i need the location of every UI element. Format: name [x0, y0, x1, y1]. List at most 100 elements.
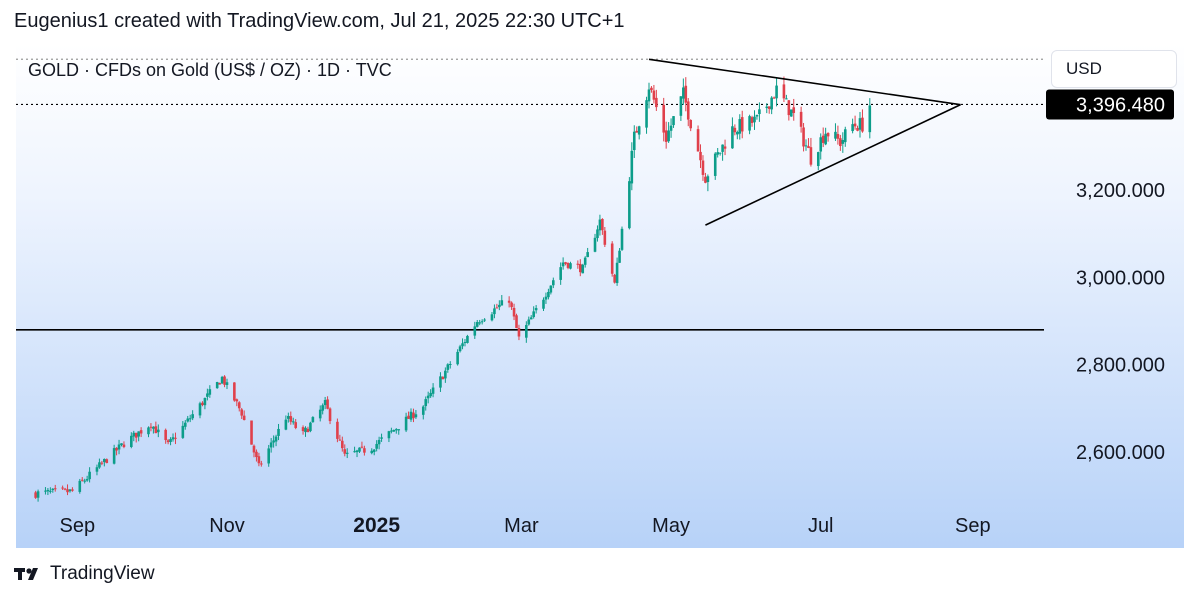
candle — [306, 426, 310, 433]
candle — [664, 121, 668, 149]
candle — [208, 385, 212, 398]
y-tick-label: 3,000.000 — [1076, 267, 1165, 289]
candle — [856, 125, 859, 132]
candle — [824, 127, 827, 146]
last-price-label: 3,396.480 — [1076, 94, 1165, 116]
candle — [130, 432, 133, 449]
candle — [112, 444, 116, 465]
candle — [701, 155, 705, 181]
candle — [44, 487, 47, 495]
x-tick-label: May — [652, 515, 690, 537]
candle — [713, 152, 717, 180]
candle — [826, 132, 830, 142]
chart-panel[interactable] — [16, 44, 1184, 548]
candles-group — [34, 76, 872, 502]
candle — [287, 412, 290, 423]
candle — [861, 109, 864, 133]
candle — [169, 437, 172, 446]
candle — [630, 142, 634, 191]
candle — [755, 114, 759, 120]
candle — [100, 460, 104, 466]
candle — [620, 226, 624, 251]
candle — [115, 447, 118, 456]
candle — [799, 106, 803, 133]
candle — [843, 126, 847, 147]
candle — [603, 226, 607, 247]
candle — [105, 458, 109, 464]
candle — [404, 412, 408, 433]
candle — [549, 285, 553, 295]
candle — [517, 324, 521, 341]
candle — [191, 410, 194, 421]
candle — [733, 124, 737, 136]
candle — [610, 241, 614, 277]
candle — [456, 349, 459, 366]
candle — [525, 321, 528, 343]
candle — [448, 361, 452, 369]
chart-attribution: Eugenius1 created with TradingView.com, … — [14, 10, 625, 32]
candle — [785, 94, 788, 100]
candle — [841, 132, 845, 153]
candle — [576, 260, 580, 269]
candle — [183, 420, 187, 430]
candle — [529, 315, 533, 320]
candle — [731, 117, 734, 149]
tradingview-logo[interactable]: TradingView — [14, 563, 155, 585]
candle — [652, 84, 656, 104]
x-tick-label: Sep — [60, 515, 96, 537]
candle — [260, 460, 263, 467]
trendline-1 — [648, 58, 961, 106]
candle — [478, 319, 482, 326]
candle — [804, 139, 808, 151]
candle — [596, 225, 599, 242]
candle — [463, 339, 467, 347]
candle — [500, 295, 504, 306]
candle — [495, 303, 499, 309]
candle — [95, 464, 99, 476]
candle — [836, 125, 840, 145]
candle — [635, 126, 639, 133]
candle — [696, 125, 700, 152]
candle — [493, 304, 496, 319]
candle — [380, 433, 383, 442]
candle — [61, 485, 64, 491]
candle — [301, 425, 305, 435]
currency-button[interactable]: USD — [1051, 50, 1177, 88]
candle — [360, 441, 364, 449]
candle — [117, 439, 121, 455]
x-tick-label: Jul — [808, 515, 834, 537]
candle — [377, 436, 381, 450]
candle — [198, 401, 202, 419]
candle — [466, 334, 469, 344]
candle — [689, 119, 693, 132]
candle — [632, 125, 636, 158]
candle — [736, 130, 739, 140]
candle — [294, 419, 297, 430]
candle — [392, 429, 396, 432]
y-tick-label: 2,800.000 — [1076, 355, 1165, 377]
candle — [686, 98, 690, 127]
symbol-info[interactable]: GOLD · CFDs on Gold (US$ / OZ) · 1D · TV… — [28, 60, 392, 80]
candle — [655, 89, 658, 111]
candle — [569, 261, 572, 270]
candle — [71, 487, 74, 492]
candle — [834, 123, 837, 141]
candle — [547, 288, 550, 300]
candle — [80, 477, 84, 482]
tradingview-brand: TradingView — [50, 563, 155, 584]
candle — [375, 440, 378, 452]
candle — [353, 446, 356, 453]
tradingview-logo-icon — [14, 568, 38, 580]
candle — [601, 218, 604, 235]
candle — [85, 475, 89, 482]
candle — [139, 427, 143, 438]
candle — [237, 401, 241, 412]
candle — [706, 174, 710, 192]
candle — [233, 382, 236, 402]
y-tick-label: 3,200.000 — [1076, 180, 1165, 202]
candle — [583, 256, 587, 268]
candle — [721, 144, 724, 161]
candle — [618, 248, 621, 263]
candle — [53, 484, 57, 492]
